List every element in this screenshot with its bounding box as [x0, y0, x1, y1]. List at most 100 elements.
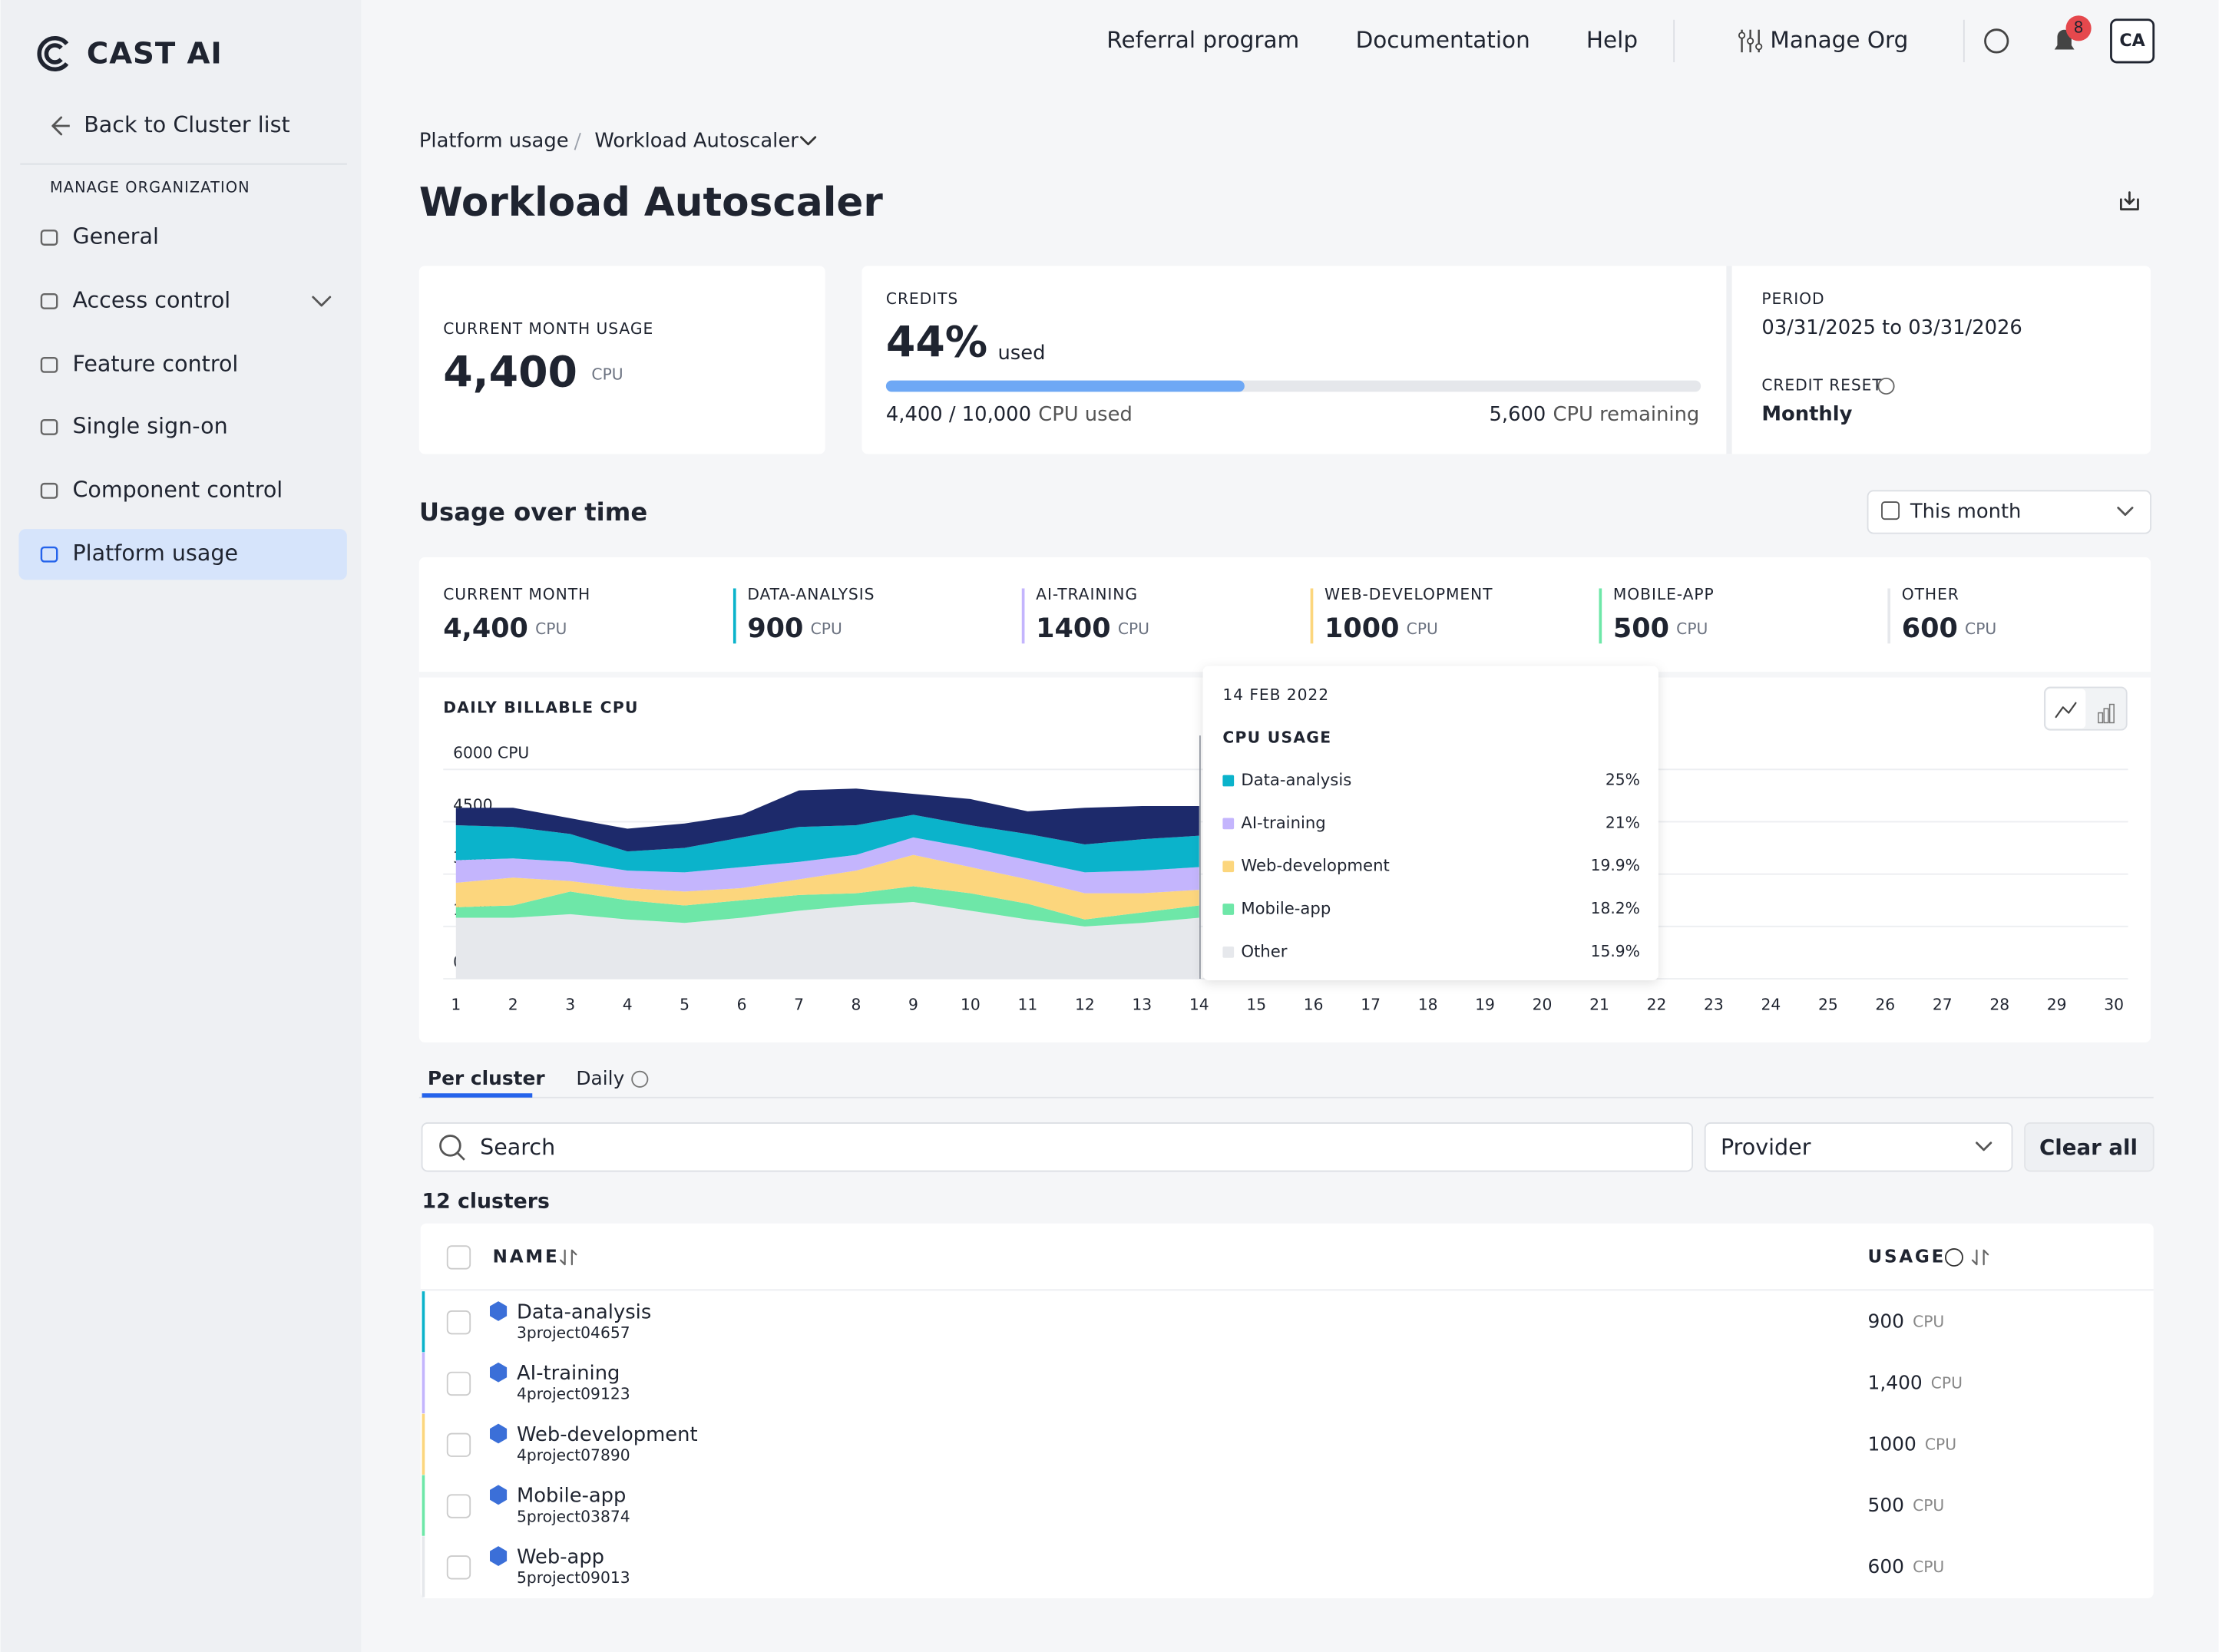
search-input[interactable]	[421, 1122, 1694, 1172]
tooltip	[1202, 666, 1658, 980]
x-tick-label: 16	[1304, 995, 1324, 1013]
checkbox[interactable]	[446, 1494, 471, 1518]
cluster-usage-value: 500	[1868, 1494, 1904, 1516]
usage-value-value: 4,400	[443, 348, 577, 397]
cluster-usage-value: 1,400	[1868, 1371, 1923, 1393]
summary-value-unit: CPU	[535, 619, 567, 637]
x-tick-label: 19	[1475, 995, 1495, 1013]
area	[455, 854, 1199, 920]
credits-remaining-unit: CPU remaining	[1553, 402, 1700, 425]
tooltip-heading: CPU USAGE	[1222, 728, 1331, 746]
top-link[interactable]: Referral program	[1106, 27, 1299, 53]
cluster-usage: 1000 CPU	[1868, 1432, 1957, 1455]
area	[455, 902, 1199, 979]
row-color-bar	[422, 1475, 425, 1536]
x-tick-label: 30	[2104, 995, 2124, 1013]
sidebar	[0, 0, 362, 1652]
y-tick-label: 6000 CPU	[453, 744, 529, 762]
nav-item[interactable]: General	[72, 223, 159, 249]
cluster-project: 5project03874	[517, 1507, 630, 1525]
tooltip-name: Web-development	[1241, 856, 1389, 875]
summary-label: OTHER	[1902, 585, 1959, 603]
badge	[2065, 15, 2092, 41]
x-tick-label: 22	[1647, 995, 1667, 1013]
cluster-project: 4project09123	[517, 1385, 630, 1403]
bar-icon	[2108, 703, 2115, 724]
summary-color-bar	[733, 588, 736, 644]
x-tick-label: 3	[565, 995, 575, 1013]
range-select-text: This month	[1910, 500, 2022, 523]
chevron	[1976, 1142, 1992, 1151]
nav-item[interactable]: Single sign-on	[72, 412, 227, 438]
nav-item[interactable]: Component control	[72, 476, 283, 502]
page-title: Workload Autoscaler	[419, 180, 883, 226]
summary-color-bar	[1887, 588, 1891, 644]
cluster-usage-value: 600	[1868, 1555, 1904, 1578]
x-tick-label: 21	[1589, 995, 1609, 1013]
x-tick-label: 25	[1818, 995, 1838, 1013]
checkbox[interactable]	[446, 1371, 471, 1396]
usage-card	[418, 266, 825, 454]
x-tick-label: 29	[2047, 995, 2067, 1013]
info-icon	[1877, 377, 1895, 395]
nav-item[interactable]: Access control	[72, 286, 230, 312]
x-tick-label: 5	[680, 995, 690, 1013]
summary-value: 4,400 CPU	[443, 613, 567, 644]
summary-label: WEB-DEVELOPMENT	[1324, 585, 1493, 603]
top-link[interactable]: Manage Org	[1770, 27, 1908, 53]
checkbox[interactable]	[446, 1555, 471, 1580]
summary-value-value: 1000	[1324, 613, 1399, 644]
tooltip-swatch	[1222, 904, 1235, 915]
nav-item[interactable]: Platform usage	[72, 540, 238, 566]
nav-icon	[40, 230, 58, 246]
cluster-name[interactable]: Mobile-app	[517, 1485, 626, 1508]
row-color-bar	[422, 1413, 425, 1475]
summary-label: AI-TRAINING	[1036, 585, 1138, 603]
cluster-usage: 1,400 CPU	[1868, 1371, 1963, 1393]
x-tick-label: 1	[451, 995, 461, 1013]
x-tick-label: 26	[1875, 995, 1895, 1013]
cluster-project: 5project09013	[517, 1568, 630, 1587]
checkbox[interactable]	[446, 1245, 471, 1270]
cluster-icon	[490, 1485, 508, 1505]
breadcrumb-current: Workload Autoscaler	[594, 130, 799, 153]
x-tick-label: 24	[1761, 995, 1781, 1013]
summary-color-bar	[1599, 588, 1602, 644]
nav-item[interactable]: Feature control	[72, 350, 238, 376]
sort-icon	[570, 1249, 577, 1266]
tab-active[interactable]: Per cluster	[428, 1067, 545, 1089]
breadcrumb-link[interactable]: Platform usage	[419, 130, 569, 153]
tooltip-value: 19.9%	[1591, 856, 1640, 874]
cluster-usage-unit: CPU	[1913, 1312, 1944, 1330]
line-icon	[2055, 702, 2077, 719]
range-select[interactable]	[1867, 490, 2151, 534]
cluster-usage-unit: CPU	[1931, 1373, 1963, 1392]
x-tick-label: 6	[737, 995, 747, 1013]
avatar[interactable]	[2110, 18, 2155, 64]
provider-select[interactable]	[1704, 1122, 2013, 1172]
top-link[interactable]: Help	[1586, 27, 1638, 53]
clear-all-button[interactable]	[2024, 1122, 2155, 1172]
nav-icon	[40, 482, 58, 499]
summary-value: 1000 CPU	[1324, 613, 1438, 644]
settings-knob	[1747, 37, 1754, 45]
tooltip-value: 25%	[1606, 771, 1640, 789]
download-icon	[2119, 198, 2139, 211]
summary-value-value: 4,400	[443, 613, 528, 644]
checkbox[interactable]	[446, 1432, 471, 1457]
cluster-usage-value: 900	[1868, 1310, 1904, 1333]
x-tick-label: 8	[852, 995, 861, 1013]
cluster-name[interactable]: Web-development	[517, 1423, 698, 1446]
checkbox[interactable]	[446, 1310, 471, 1335]
cluster-name[interactable]: Web-app	[517, 1545, 604, 1568]
tab[interactable]: Daily	[576, 1067, 624, 1089]
summary-label: CURRENT MONTH	[443, 585, 590, 603]
summary-value-unit: CPU	[811, 619, 842, 637]
cluster-usage-unit: CPU	[1913, 1557, 1944, 1575]
cluster-name[interactable]: AI-training	[517, 1362, 620, 1385]
chart-toggle-active[interactable]	[2045, 689, 2086, 729]
back-link[interactable]: Back to Cluster list	[84, 111, 289, 137]
cluster-name[interactable]: Data-analysis	[517, 1300, 651, 1323]
sort-icon	[560, 1249, 566, 1266]
top-link[interactable]: Documentation	[1356, 27, 1530, 53]
